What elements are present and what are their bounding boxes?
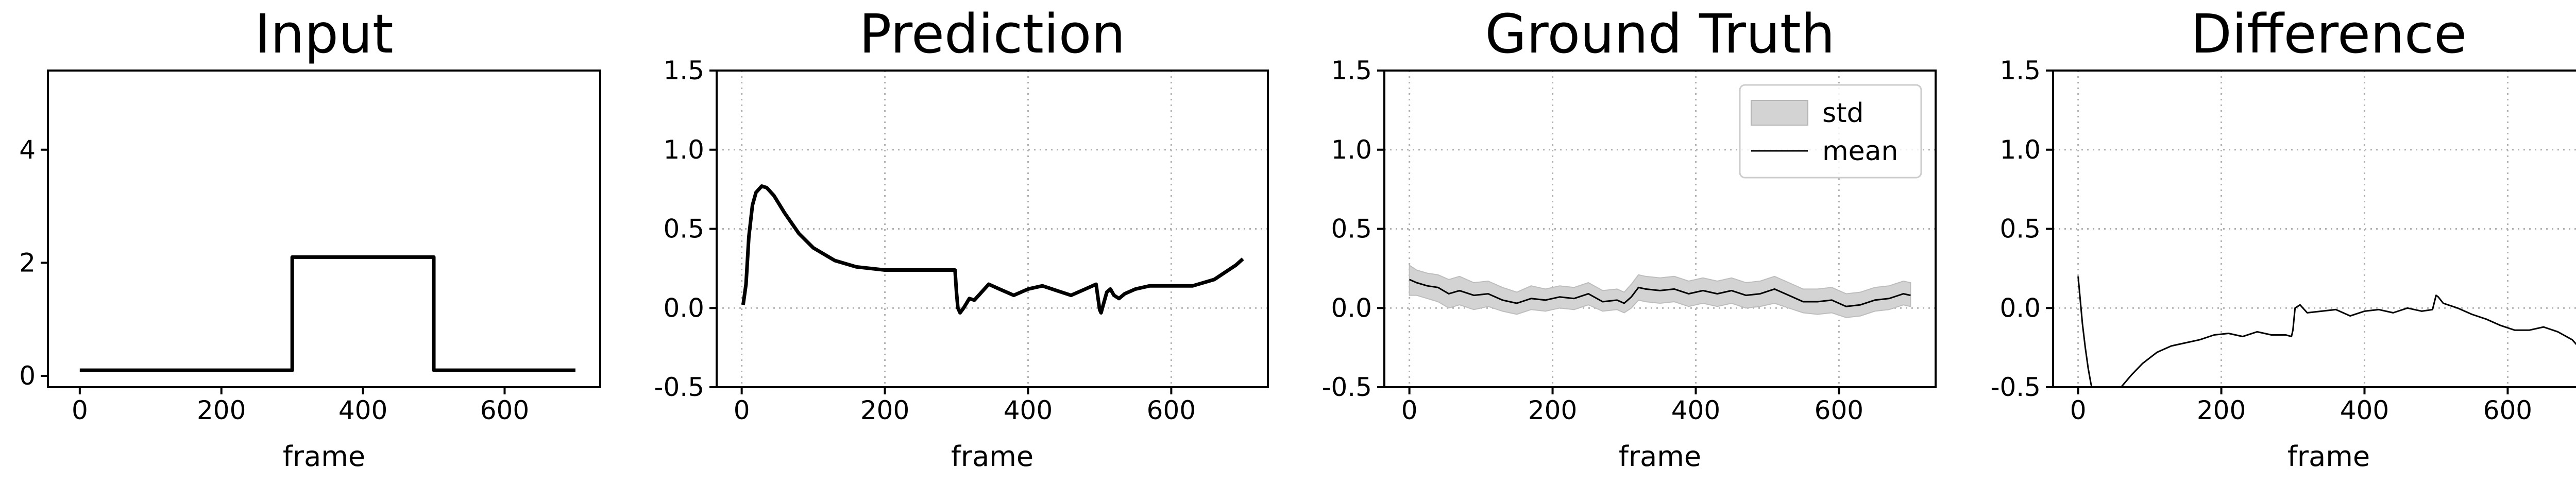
axes-frame: [716, 70, 1269, 388]
panel-title: Prediction: [859, 3, 1126, 65]
x-tick-label: 400: [1671, 395, 1720, 425]
x-tick-label: 400: [2340, 395, 2389, 425]
y-tick-label: 1.5: [663, 56, 704, 85]
std-band: [1409, 264, 1911, 318]
x-tick-label: 400: [338, 395, 387, 425]
panel-2: 0 200 400 600 -0.5 0.0 0.5 1.0 1.5 Prediction fram…: [654, 3, 1269, 473]
series-line-0: [741, 184, 1244, 315]
x-tick-label: 0: [2070, 395, 2087, 425]
y-tick-label: 1.5: [1999, 56, 2041, 85]
panel-title: Difference: [2191, 3, 2467, 65]
plot-area: [1409, 264, 1911, 318]
plot-area: [79, 255, 575, 372]
legend: std mean: [1739, 84, 1922, 179]
x-tick-label: 200: [1528, 395, 1577, 425]
y-tick-label: 0.5: [663, 214, 704, 244]
x-tick-label: 200: [2197, 395, 2246, 425]
y-tick-label: 0: [19, 361, 36, 391]
x-axis-label: frame: [951, 440, 1033, 473]
y-tick-label: 0.5: [1999, 214, 2041, 244]
y-tick-label: 2: [19, 248, 36, 278]
y-tick-label: 1.0: [1331, 135, 1372, 165]
y-tick-label: -0.5: [1321, 372, 1372, 402]
y-tick-label: 1.0: [1999, 135, 2041, 165]
x-tick-label: 0: [1401, 395, 1418, 425]
y-tick-label: 0.0: [663, 293, 704, 323]
series-line-0: [79, 255, 575, 372]
x-tick-label: 600: [2483, 395, 2532, 425]
legend-label-mean: mean: [1822, 136, 1898, 167]
y-tick-label: 0.0: [1999, 293, 2041, 323]
legend-label-std: std: [1822, 98, 1864, 129]
y-tick-label: 1.5: [1331, 56, 1372, 85]
y-tick-label: 4: [19, 135, 36, 165]
x-tick-label: 200: [197, 395, 246, 425]
y-tick-label: 1.0: [663, 135, 704, 165]
y-tick-label: 0.5: [1331, 214, 1372, 244]
panel-3: 0 200 400 600 -0.5 0.0 0.5 1.0 1.5 Ground Truth fr…: [1321, 3, 1937, 473]
x-tick-label: 0: [734, 395, 750, 425]
x-tick-label: 600: [480, 395, 529, 425]
x-axis-label: frame: [1619, 440, 1701, 473]
plot-area: [741, 184, 1244, 315]
panel-title: Ground Truth: [1485, 3, 1835, 65]
mean-line: [1409, 279, 1911, 307]
axes-frame: [47, 70, 601, 388]
panel-title: Input: [255, 3, 393, 65]
panel-4: 0 200 400 600 -0.5 0.0 0.5 1.0 1.5 Difference fram…: [1990, 3, 2576, 473]
x-tick-label: 0: [72, 395, 88, 425]
x-tick-label: 600: [1815, 395, 1863, 425]
y-tick-label: -0.5: [1990, 372, 2041, 402]
plot-area: [2077, 276, 2576, 387]
y-tick-label: 0.0: [1331, 293, 1372, 323]
legend-swatch-std: [1751, 100, 1808, 126]
x-axis-label: frame: [2287, 440, 2370, 473]
panel-1: 0 200 400 600 0 2 4 Input frame: [19, 3, 601, 473]
x-tick-label: 600: [1147, 395, 1196, 425]
x-tick-label: 200: [860, 395, 909, 425]
series-line-0: [2077, 276, 2576, 387]
x-tick-label: 400: [1004, 395, 1053, 425]
y-tick-label: -0.5: [654, 372, 704, 402]
x-axis-label: frame: [283, 440, 365, 473]
